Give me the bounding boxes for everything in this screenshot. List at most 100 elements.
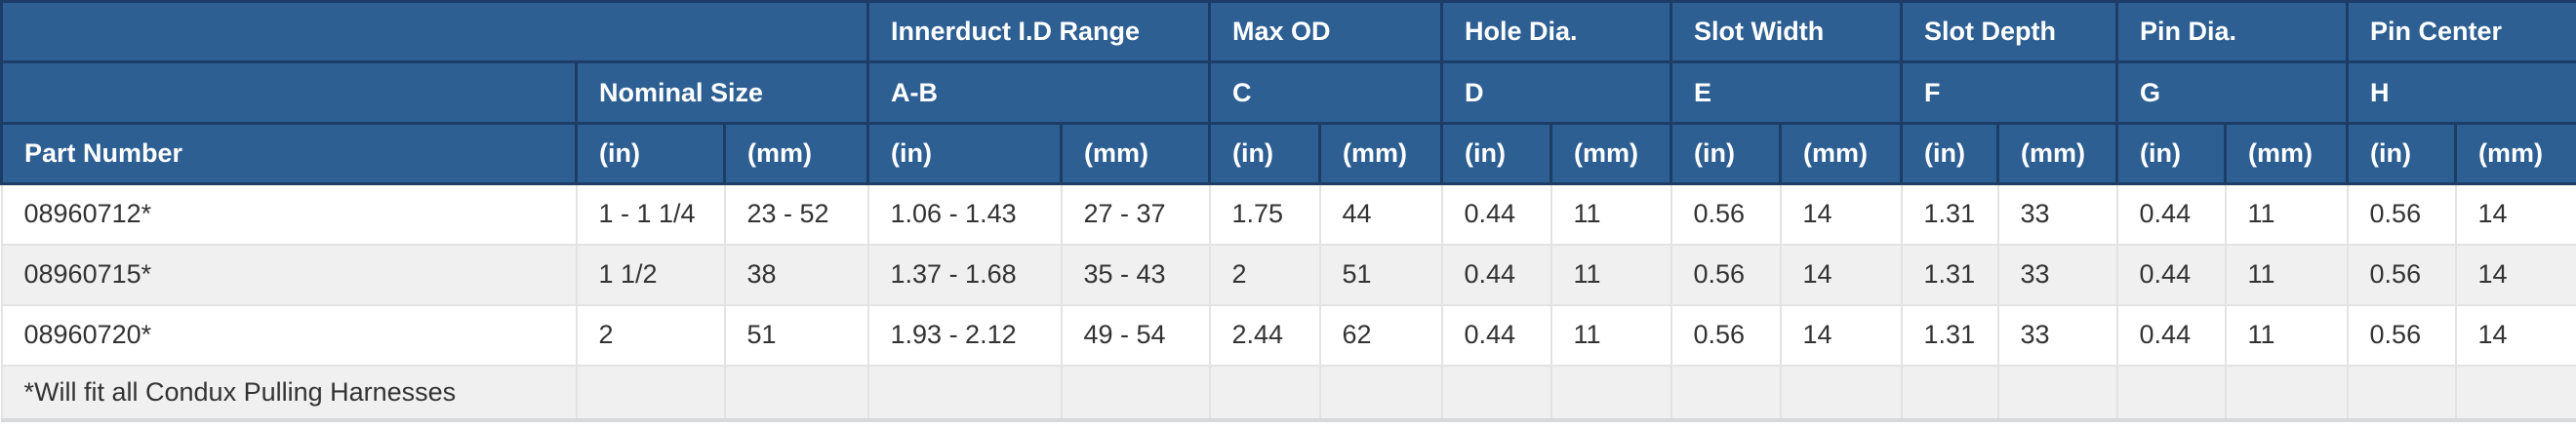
column-header-in: (in) (1440, 122, 1553, 185)
cell-part-number: 08960715* (0, 243, 578, 306)
cell-value: 0.44 (1440, 303, 1552, 367)
empty-cell (1779, 364, 1903, 422)
column-header-part-number: Part Number (0, 122, 578, 185)
cell-value: 11 (2224, 182, 2349, 246)
group-header-slot-depth: Slot Depth (1900, 0, 2119, 63)
cell-value: 1 1/2 (575, 243, 726, 306)
empty-cell (1440, 364, 1552, 422)
sub-header-g: G (2115, 60, 2350, 125)
column-header-in: (in) (1208, 122, 1322, 185)
cell-value: 0.44 (2115, 182, 2227, 246)
sub-header-empty (0, 60, 578, 125)
empty-cell (1060, 364, 1211, 422)
cell-value: 11 (1550, 303, 1672, 367)
column-header-mm: (mm) (2224, 122, 2350, 185)
cell-value: 44 (1318, 182, 1443, 246)
group-header-pin-dia: Pin Dia. (2115, 0, 2350, 63)
empty-cell (1208, 364, 1321, 422)
cell-value: 51 (1318, 243, 1443, 306)
cell-value: 11 (1550, 243, 1672, 306)
empty-cell (1318, 364, 1443, 422)
sub-header-f: F (1900, 60, 2119, 125)
column-header-mm: (mm) (1060, 122, 1212, 185)
cell-value: 0.44 (1440, 182, 1552, 246)
table-row: 08960720* 2 51 1.93 - 2.12 49 - 54 2.44 … (0, 303, 2576, 367)
cell-value: 51 (723, 303, 869, 367)
column-header-mm: (mm) (2454, 122, 2576, 185)
empty-cell (866, 364, 1063, 422)
footnote-text: *Will fit all Condux Pulling Harnesses (0, 364, 578, 422)
cell-value: 14 (1779, 303, 1903, 367)
group-header-row: Innerduct I.D Range Max OD Hole Dia. Slo… (0, 0, 2576, 63)
group-header-max-od: Max OD (1208, 0, 1444, 63)
cell-value: 2 (1208, 243, 1321, 306)
empty-cell (2346, 364, 2457, 422)
cell-value: 14 (1779, 243, 1903, 306)
cell-value: 1.31 (1900, 243, 1999, 306)
column-header-mm: (mm) (1550, 122, 1673, 185)
cell-value: 0.56 (2346, 182, 2457, 246)
group-header-innerduct-id-range: Innerduct I.D Range (866, 0, 1212, 63)
cell-value: 0.56 (1670, 243, 1782, 306)
cell-value: 14 (2454, 303, 2576, 367)
empty-cell (2454, 364, 2576, 422)
column-header-in: (in) (866, 122, 1064, 185)
cell-value: 23 - 52 (723, 182, 869, 246)
cell-value: 1.31 (1900, 182, 1999, 246)
cell-value: 35 - 43 (1060, 243, 1211, 306)
column-header-in: (in) (1900, 122, 2000, 185)
column-header-in: (in) (2346, 122, 2458, 185)
cell-value: 27 - 37 (1060, 182, 1211, 246)
cell-value: 0.56 (1670, 303, 1782, 367)
column-header-in: (in) (1670, 122, 1783, 185)
cell-value: 1.93 - 2.12 (866, 303, 1063, 367)
cell-value: 33 (1996, 243, 2118, 306)
cell-value: 1.75 (1208, 182, 1321, 246)
sub-header-row: Nominal Size A-B C D E F G H (0, 60, 2576, 125)
cell-value: 0.44 (2115, 303, 2227, 367)
column-header-mm: (mm) (722, 122, 870, 185)
cell-value: 62 (1318, 303, 1443, 367)
cell-value: 1.31 (1900, 303, 1999, 367)
sub-header-e: E (1670, 60, 1904, 125)
cell-value: 11 (1550, 182, 1672, 246)
sub-header-c: C (1208, 60, 1444, 125)
cell-value: 14 (2454, 243, 2576, 306)
empty-cell (723, 364, 869, 422)
cell-value: 0.44 (1440, 243, 1552, 306)
footnote-row: *Will fit all Condux Pulling Harnesses (0, 364, 2576, 422)
column-header-mm: (mm) (1318, 122, 1444, 185)
cell-value: 1.06 - 1.43 (866, 182, 1063, 246)
column-header-row: Part Number (in) (mm) (in) (mm) (in) (mm… (0, 122, 2576, 185)
cell-value: 2.44 (1208, 303, 1321, 367)
cell-value: 14 (2454, 182, 2576, 246)
cell-part-number: 08960720* (0, 303, 578, 367)
empty-cell (1550, 364, 1672, 422)
column-header-mm: (mm) (1779, 122, 1904, 185)
column-header-mm: (mm) (1996, 122, 2119, 185)
empty-cell (1670, 364, 1782, 422)
cell-value: 1.37 - 1.68 (866, 243, 1063, 306)
cell-value: 1 - 1 1/4 (575, 182, 726, 246)
cell-part-number: 08960712* (0, 182, 578, 246)
sub-header-nominal-size: Nominal Size (574, 60, 870, 125)
sub-header-h: H (2346, 60, 2576, 125)
cell-value: 11 (2224, 243, 2349, 306)
cell-value: 38 (723, 243, 869, 306)
group-header-hole-dia: Hole Dia. (1440, 0, 1673, 63)
empty-cell (1900, 364, 1999, 422)
column-header-in: (in) (575, 122, 726, 185)
table-row: 08960712* 1 - 1 1/4 23 - 52 1.06 - 1.43 … (0, 182, 2576, 246)
sub-header-d: D (1440, 60, 1673, 125)
cell-value: 0.56 (2346, 303, 2457, 367)
table-row: 08960715* 1 1/2 38 1.37 - 1.68 35 - 43 2… (0, 243, 2576, 306)
sub-header-a-b: A-B (866, 60, 1212, 125)
cell-value: 0.56 (1670, 182, 1782, 246)
empty-cell (2115, 364, 2227, 422)
group-header-slot-width: Slot Width (1670, 0, 1904, 63)
empty-cell (1996, 364, 2118, 422)
group-header-pin-center: Pin Center (2346, 0, 2576, 63)
cell-value: 0.56 (2346, 243, 2457, 306)
